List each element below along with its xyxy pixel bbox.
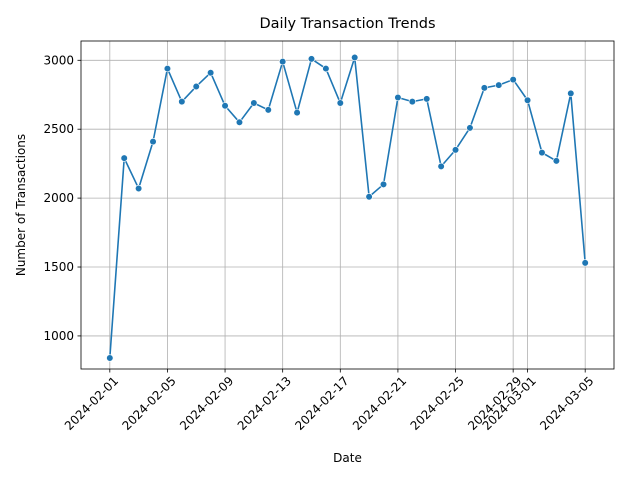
x-tick-label: 2024-02-01 [62,374,121,433]
data-point [120,154,128,162]
y-tick-label: 1000 [43,329,74,343]
data-point [207,69,215,77]
y-tick-label: 1500 [43,260,74,274]
data-point [495,81,503,89]
data-point [221,102,229,110]
data-point [394,93,402,102]
x-tick-label: 2024-02-17 [292,374,351,433]
data-point [523,96,532,104]
y-axis-label: Number of Transactions [14,134,28,276]
series-layer [106,53,589,362]
data-point [322,64,330,73]
data-point [336,99,344,107]
x-tick-label: 2024-02-13 [235,374,294,433]
grid [81,41,614,369]
chart-title: Daily Transaction Trends [259,16,435,32]
data-point [379,180,388,188]
data-point [365,193,373,201]
x-tick-label: 2024-02-21 [350,374,409,433]
y-tick-label: 3000 [43,53,74,67]
data-point [509,75,517,84]
data-point [307,55,316,63]
data-point [192,82,200,91]
data-point [293,109,301,117]
data-point [149,138,157,146]
data-point [567,89,575,97]
data-point [106,354,114,362]
data-point [264,106,272,114]
x-tick-label: 2024-03-05 [537,374,596,433]
data-point [135,184,143,193]
y-tick-label: 2000 [43,191,74,205]
series-line [109,56,586,359]
data-point [351,53,359,62]
data-point [423,95,431,103]
data-point [250,99,258,107]
data-point [538,149,546,157]
data-point [408,98,416,106]
x-tick-label: 2024-02-09 [177,374,236,433]
data-point [581,259,589,267]
x-tick-label: 2024-02-05 [120,374,179,433]
data-point [163,64,172,73]
data-point [466,124,474,132]
plot-frame [80,40,615,370]
y-tick-label: 2500 [43,122,74,136]
data-point [235,118,244,126]
data-point [480,84,488,92]
data-point [437,162,445,171]
x-tick-label: 2024-02-25 [408,374,467,433]
data-point [279,58,287,66]
data-point [178,98,186,106]
data-point [552,157,560,165]
x-axis-label: Date [333,451,362,465]
data-point [451,146,460,154]
axes [80,40,615,370]
